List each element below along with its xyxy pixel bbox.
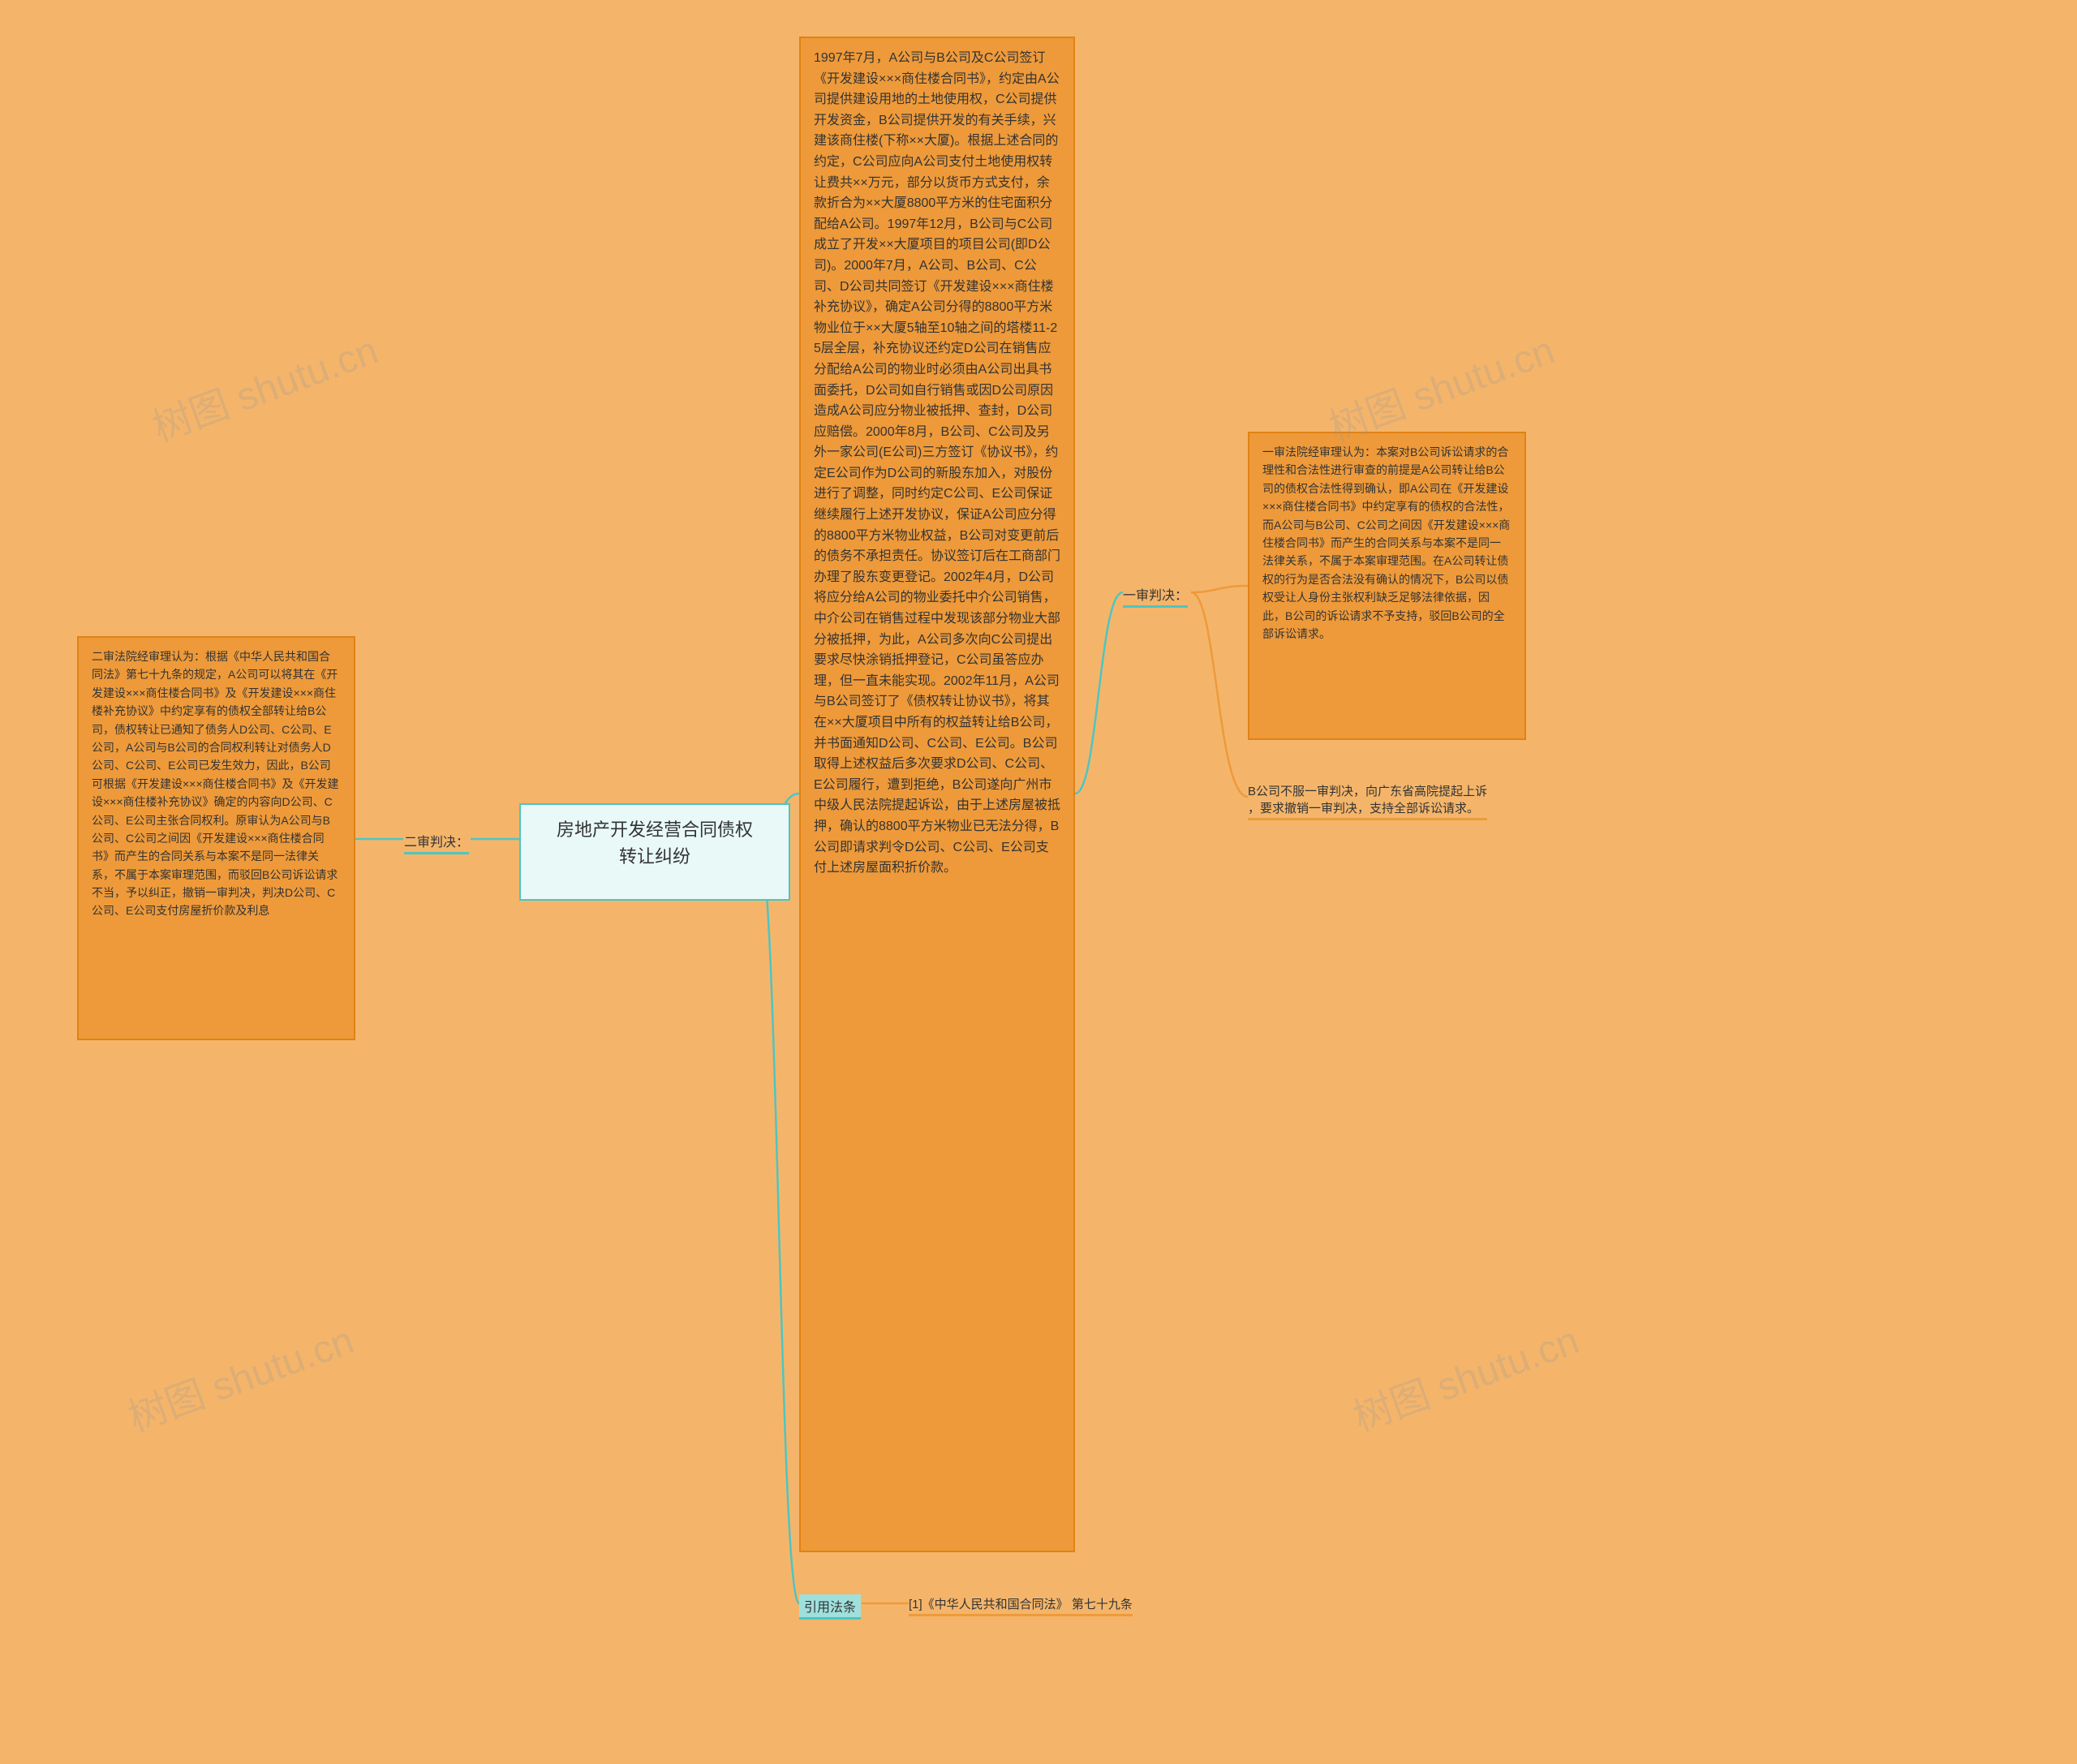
watermark: 树图 shutu.cn [119,1308,360,1442]
watermark: 树图 shutu.cn [144,318,385,452]
central-topic: 房地产开发经营合同债权转让纠纷 [519,803,790,901]
watermark: 树图 shutu.cn [1344,1308,1585,1442]
verdict1-appeal-text: B公司不服一审判决，向广东省高院提起上诉，要求撤销一审判决，支持全部诉讼请求。 [1248,782,1487,820]
connector-line [1191,586,1248,592]
connector-line [1075,592,1123,794]
main-content-box: 1997年7月，A公司与B公司及C公司签订《开发建设×××商住楼合同书》，约定由… [799,37,1075,1552]
connector-line [758,839,799,1603]
verdict2-label: 二审判决： [404,831,469,854]
verdict1-content-box: 一审法院经审理认为：本案对B公司诉讼请求的合理性和合法性进行审查的前提是A公司转… [1248,432,1526,740]
verdict2-content-box: 二审法院经审理认为：根据《中华人民共和国合同法》第七十九条的规定，A公司可以将其… [77,636,355,1040]
law-reference-label: 引用法条 [799,1594,861,1620]
verdict1-label: 一审判决： [1123,584,1188,608]
connector-line [1191,592,1248,797]
law-reference-content: [1]《中华人民共和国合同法》 第七十九条 [909,1595,1133,1616]
